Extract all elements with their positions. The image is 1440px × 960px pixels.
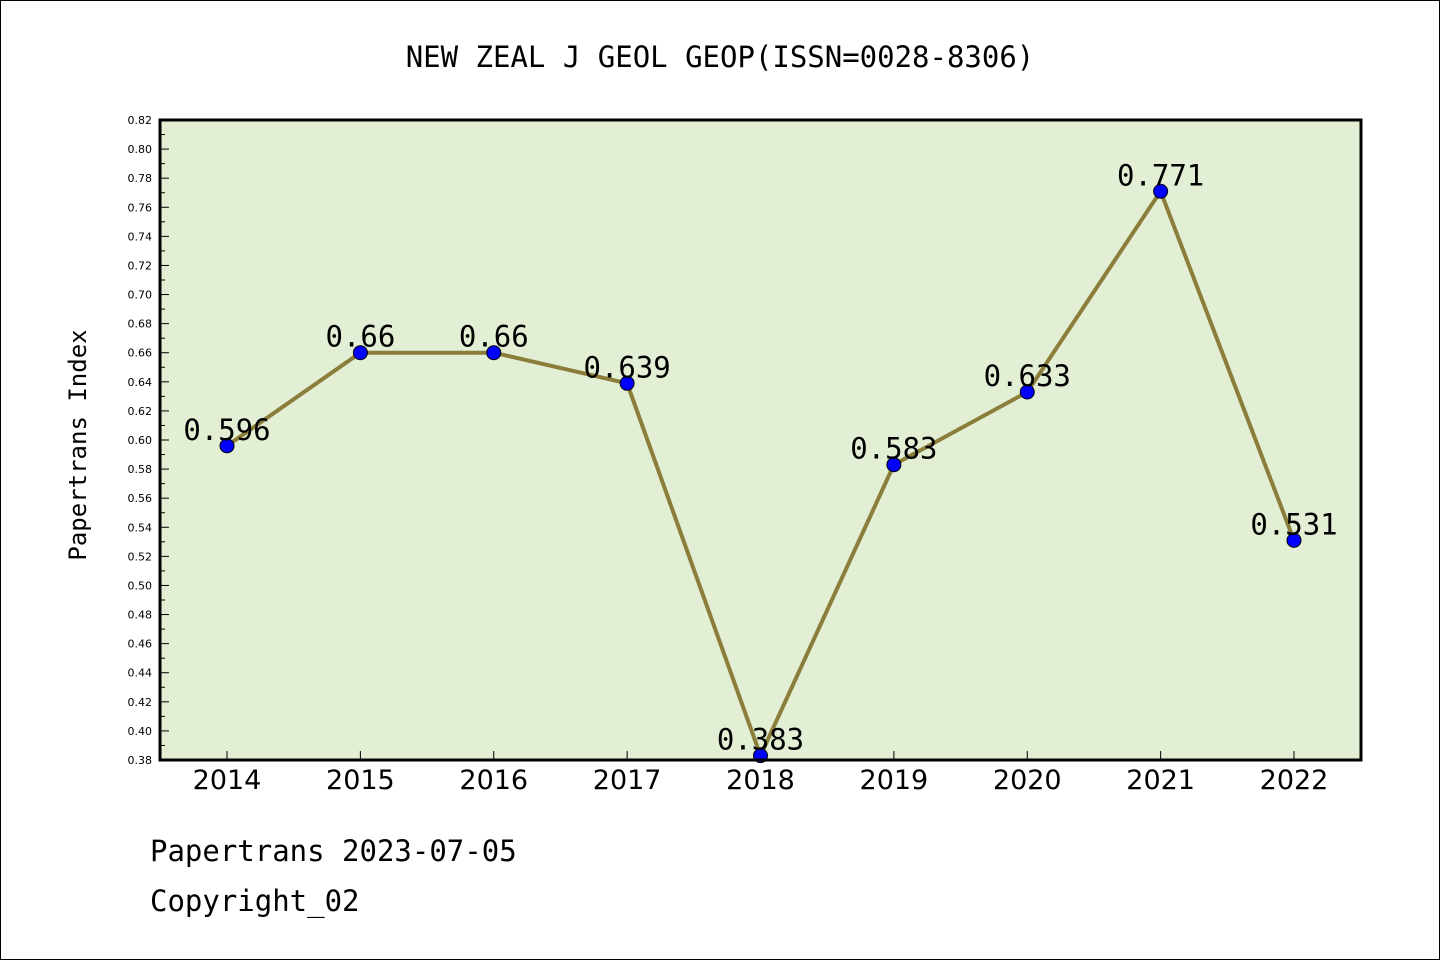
y-tick-label: 0.52 — [128, 550, 153, 563]
y-tick-label: 0.38 — [128, 754, 153, 767]
y-tick-label: 0.80 — [128, 143, 153, 156]
data-label: 0.583 — [850, 432, 937, 466]
data-label: 0.639 — [583, 350, 670, 384]
data-label: 0.66 — [459, 320, 529, 354]
y-tick-label: 0.46 — [128, 638, 153, 651]
data-point — [1286, 532, 1302, 548]
plot-border — [158, 118, 1363, 762]
y-tick-label: 0.48 — [128, 609, 153, 622]
data-point — [219, 438, 235, 454]
x-tick-label: 2022 — [1260, 765, 1329, 796]
x-tick-label: 2016 — [459, 765, 528, 796]
data-point — [1019, 384, 1035, 400]
data-point — [886, 457, 902, 473]
x-tick-label: 2019 — [860, 765, 929, 796]
x-tick-label: 2015 — [326, 765, 395, 796]
y-tick-label: 0.42 — [128, 696, 153, 709]
y-tick-label: 0.78 — [128, 172, 153, 185]
chart-title: NEW ZEAL J GEOL GEOP(ISSN=0028-8306) — [406, 40, 1035, 74]
y-tick-label: 0.82 — [128, 114, 153, 127]
y-tick-label: 0.50 — [128, 579, 153, 592]
x-tick-label: 2018 — [726, 765, 795, 796]
y-tick-label: 0.44 — [128, 667, 153, 680]
y-tick-label: 0.70 — [128, 289, 153, 302]
data-label: 0.633 — [984, 359, 1071, 393]
y-tick-label: 0.66 — [128, 347, 153, 360]
data-label: 0.771 — [1117, 158, 1204, 192]
y-tick-label: 0.62 — [128, 405, 153, 418]
y-tick-label: 0.64 — [128, 376, 153, 389]
y-tick-label: 0.60 — [128, 434, 153, 447]
y-tick-label: 0.58 — [128, 463, 153, 476]
data-point — [352, 345, 368, 361]
data-label: 0.531 — [1250, 507, 1337, 541]
x-tick-label: 2017 — [593, 765, 662, 796]
y-tick-label: 0.74 — [128, 230, 153, 243]
y-tick-label: 0.40 — [128, 725, 153, 738]
y-tick-label: 0.72 — [128, 259, 153, 272]
data-point — [1153, 183, 1169, 199]
data-label: 0.66 — [325, 320, 395, 354]
y-tick-label: 0.76 — [128, 201, 153, 214]
plot-area: 0.38 0.40 0.42 0.44 0.46 0.48 0.50 0.52 0.54 0.56… — [128, 114, 1363, 796]
x-tick-label: 2021 — [1126, 765, 1195, 796]
plot-background — [160, 120, 1361, 760]
x-tick-label: 2014 — [193, 765, 262, 796]
data-label: 0.596 — [183, 413, 270, 447]
data-label: 0.383 — [717, 723, 804, 757]
y-tick-label: 0.54 — [128, 521, 153, 534]
x-tick-label: 2020 — [993, 765, 1062, 796]
y-axis-label: Papertrans Index — [64, 329, 92, 560]
data-point — [486, 345, 502, 361]
y-tick-label: 0.68 — [128, 318, 153, 331]
data-point — [619, 375, 635, 391]
y-tick-label: 0.56 — [128, 492, 153, 505]
footer-copyright: Copyright_02 — [150, 884, 360, 918]
footer-date: Papertrans 2023-07-05 — [150, 834, 517, 868]
